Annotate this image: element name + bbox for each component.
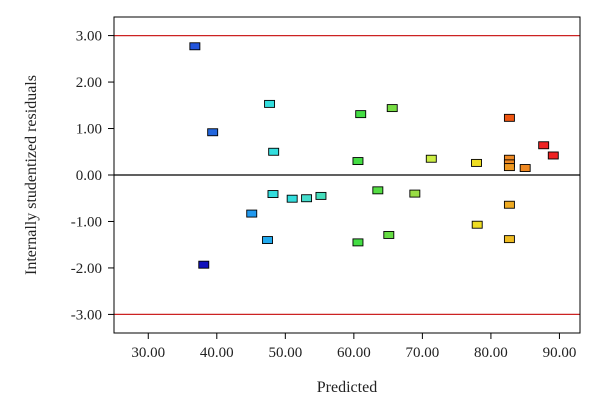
data-point [264,99,276,108]
x-axis: 30.00 40.00 50.00 60.00 70.00 80.00 90.00 [131,333,576,361]
data-point [503,113,515,122]
data-point [503,200,515,209]
data-point [425,154,437,163]
data-point [538,141,550,150]
data-point [246,209,258,218]
data-point [547,151,559,160]
y-tick-label: 3.00 [76,29,102,45]
data-point [383,230,395,239]
data-point [352,157,364,166]
data-point [386,104,398,113]
x-tick-label: 90.00 [543,345,577,361]
data-point [286,194,298,203]
data-point [471,220,483,229]
data-point [503,235,515,244]
y-tick-label: -2.00 [71,261,102,277]
data-point [372,186,384,195]
y-axis-title: Internally studentized residuals [23,75,40,275]
reference-lines [114,34,580,316]
data-point [207,128,219,137]
y-tick-label: -1.00 [71,214,102,230]
y-tick-label: -3.00 [71,307,102,323]
data-point [268,147,280,156]
x-axis-title: Predicted [317,379,377,396]
data-point [352,238,364,247]
x-tick-label: 60.00 [337,345,371,361]
data-point [189,42,201,51]
data-point [301,194,313,203]
x-tick-label: 30.00 [131,345,165,361]
data-point [267,190,279,199]
y-tick-label: 1.00 [76,122,102,138]
data-point [409,189,421,198]
x-tick-label: 40.00 [200,345,234,361]
data-point [519,164,531,172]
y-tick-label: 2.00 [76,75,102,91]
data-points [189,42,559,269]
data-point [471,158,482,167]
data-point [198,260,210,269]
y-axis: 3.00 2.00 1.00 0.00 -1.00 -2.00 -3.00 [71,29,114,323]
x-tick-label: 80.00 [474,345,508,361]
y-tick-label: 0.00 [76,168,102,184]
data-point [503,163,515,172]
x-tick-label: 50.00 [268,345,302,361]
data-point [315,191,327,200]
x-tick-label: 70.00 [406,345,440,361]
data-point [262,236,273,245]
data-point [355,110,367,119]
